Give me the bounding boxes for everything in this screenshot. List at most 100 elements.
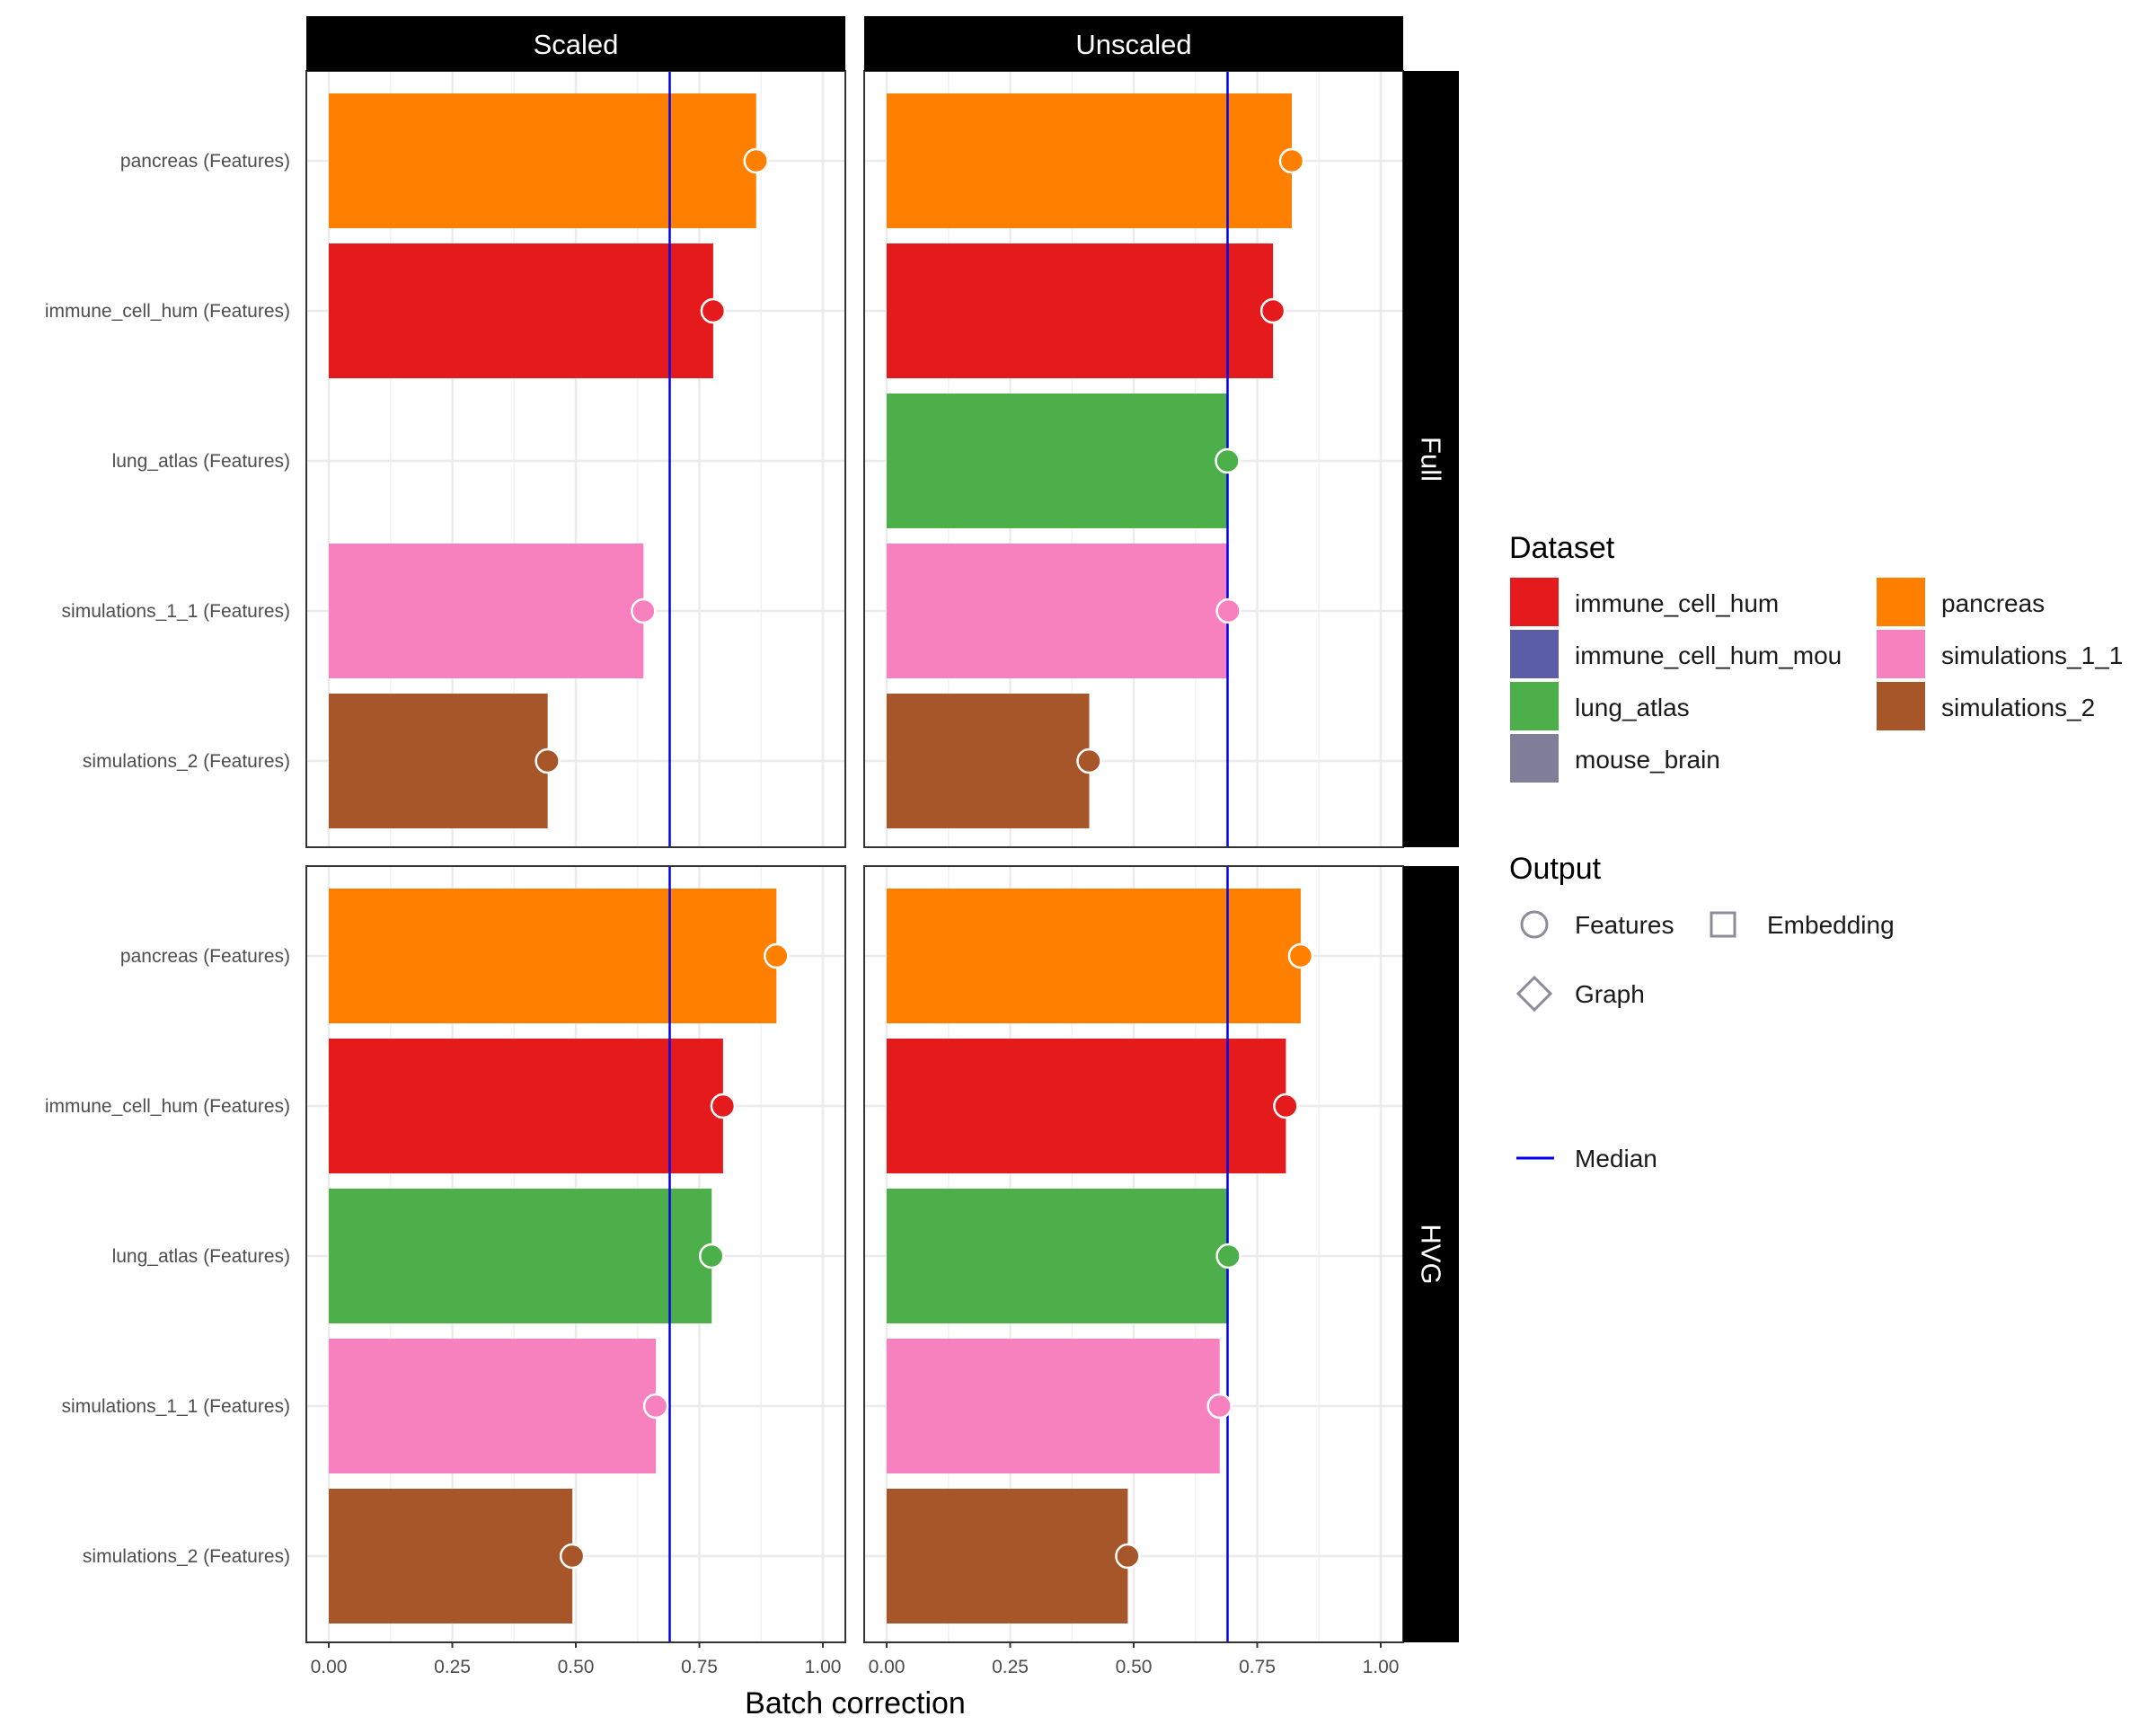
legend-label: Embedding [1767, 911, 1895, 939]
bar [887, 1339, 1220, 1473]
x-tick-label: 0.50 [558, 1657, 595, 1677]
data-point [764, 942, 790, 969]
legend-label: simulations_1_1 [1941, 641, 2123, 669]
bar [887, 694, 1090, 828]
legend-label: pancreas [1941, 589, 2045, 617]
data-point [1273, 1092, 1299, 1119]
data-point [1215, 447, 1241, 474]
legend-key-mouse_brain [1510, 734, 1559, 783]
x-tick-label: 0.25 [434, 1657, 471, 1677]
x-tick-label: 0.50 [1116, 1657, 1153, 1677]
y-tick-label: simulations_2 (Features) [83, 751, 290, 772]
bar [887, 1189, 1229, 1323]
bar [887, 544, 1229, 678]
legend-key-immune_cell_hum [1510, 578, 1559, 626]
legend-key-simulations_2 [1877, 682, 1925, 730]
legend-label: lung_atlas [1575, 694, 1690, 721]
legend-label: Median [1575, 1145, 1657, 1172]
legend-output-title: Output [1509, 852, 1602, 886]
legend-label: mouse_brain [1575, 746, 1720, 774]
bar [329, 1189, 712, 1323]
bar [329, 1039, 723, 1173]
panel-hvg-unscaled [863, 865, 1404, 1643]
bar [329, 544, 644, 678]
strip-label: Unscaled [1075, 29, 1191, 60]
bar [329, 1489, 573, 1623]
y-tick-label: pancreas (Features) [120, 946, 290, 967]
legend-label: Graph [1575, 980, 1645, 1008]
x-tick-label: 0.75 [681, 1657, 718, 1677]
y-tick-label: simulations_1_1 (Features) [62, 1396, 290, 1417]
strip-right-full [1403, 71, 1459, 847]
legend-label: simulations_2 [1941, 694, 2095, 721]
legend-key-immune_cell_hum_mou [1510, 630, 1559, 678]
legend-dataset-title: Dataset [1509, 531, 1615, 565]
data-point [1206, 1393, 1233, 1420]
data-point [710, 1092, 737, 1119]
legend-key-pancreas [1877, 578, 1925, 626]
data-point [1076, 748, 1102, 774]
data-point [1215, 597, 1241, 624]
strip-label: HVG [1416, 1224, 1447, 1284]
legend-label: Features [1575, 911, 1674, 939]
data-point [1278, 147, 1305, 174]
bar [887, 1039, 1286, 1173]
legend-shape-circle [1520, 910, 1549, 939]
strip-right-hvg [1403, 866, 1459, 1642]
data-point [1215, 1243, 1241, 1269]
legend-shape-square [1710, 911, 1736, 938]
strip-label: Full [1416, 437, 1447, 482]
x-tick-label: 1.00 [805, 1657, 842, 1677]
x-tick-label: 0.00 [869, 1657, 906, 1677]
y-tick-label: simulations_1_1 (Features) [62, 601, 290, 622]
bar [887, 243, 1274, 378]
x-tick-label: 0.75 [1239, 1657, 1276, 1677]
data-point [1259, 297, 1286, 324]
data-point [743, 147, 769, 174]
legend-key-simulations_1_1 [1877, 630, 1925, 678]
bar [887, 394, 1228, 528]
x-tick-label: 0.25 [992, 1657, 1029, 1677]
y-tick-label: lung_atlas (Features) [112, 1246, 290, 1267]
bar [887, 1489, 1128, 1623]
data-point [631, 597, 657, 624]
strip-top-unscaled [864, 16, 1403, 71]
data-point [535, 748, 561, 774]
legend: Dataset immune_cell_hum immune_cell_hum_mo… [1509, 531, 2123, 1172]
legend-label: immune_cell_hum [1575, 589, 1779, 617]
panel-full-unscaled [863, 70, 1404, 848]
legend-key-lung_atlas [1510, 682, 1559, 730]
bar [329, 1339, 657, 1473]
x-axis: 0.00 0.25 0.50 0.75 1.00 0.00 0.25 0.50 0.75 1.00 [311, 1642, 1400, 1677]
strip-label: Scaled [534, 29, 619, 60]
legend-label: immune_cell_hum_mou [1575, 641, 1842, 669]
facet-strips: Scaled Unscaled Full HVG [306, 16, 1459, 1642]
data-point [559, 1543, 586, 1570]
x-tick-label: 0.00 [311, 1657, 348, 1677]
y-tick-label: lung_atlas (Features) [112, 451, 290, 472]
strip-top-scaled [306, 16, 845, 71]
bar [887, 889, 1301, 1023]
data-point [700, 297, 727, 324]
y-tick-label: immune_cell_hum (Features) [45, 1096, 290, 1117]
y-axis: pancreas (Features) immune_cell_hum (Feat… [45, 151, 290, 1567]
data-point [642, 1393, 669, 1420]
legend-shape-diamond [1515, 975, 1553, 1013]
bar [329, 243, 713, 378]
y-tick-label: simulations_2 (Features) [83, 1546, 290, 1567]
panel-hvg-scaled [305, 865, 846, 1643]
x-tick-label: 1.00 [1363, 1657, 1400, 1677]
bar [329, 93, 756, 228]
y-tick-label: pancreas (Features) [120, 151, 290, 172]
data-point [699, 1243, 725, 1269]
y-tick-label: immune_cell_hum (Features) [45, 301, 290, 322]
bar [329, 694, 548, 828]
x-axis-title: Batch correction [745, 1686, 966, 1721]
chart-panels [305, 70, 1404, 1643]
panel-full-scaled [305, 70, 846, 848]
bar [887, 93, 1292, 228]
data-point [1115, 1543, 1141, 1570]
bar [329, 889, 777, 1023]
data-point [1287, 942, 1314, 969]
